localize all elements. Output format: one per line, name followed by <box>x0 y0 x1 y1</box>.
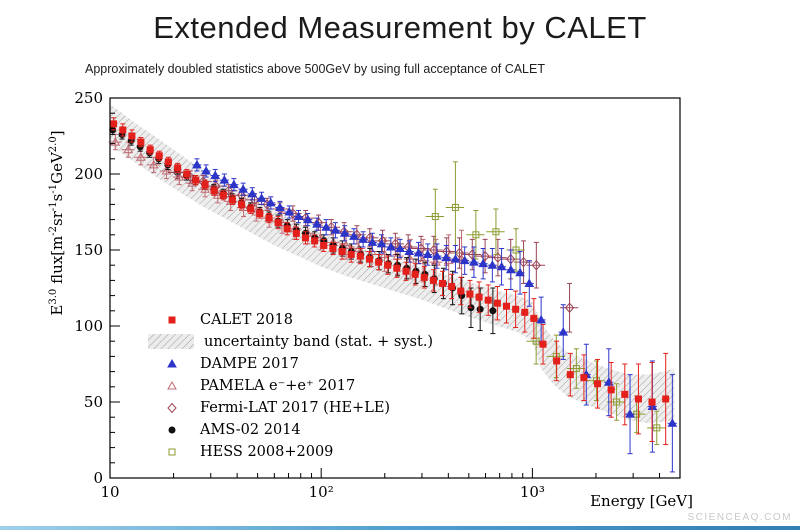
svg-text:100: 100 <box>74 317 103 335</box>
legend-label-hess-2008-2009: HESS 2008+2009 <box>200 444 333 460</box>
legend-label-dampe-2017: DAMPE 2017 <box>200 356 299 372</box>
legend-label-calet-2018: CALET 2018 <box>200 312 293 328</box>
series-calet-2018 <box>109 117 670 446</box>
flux-spectrum-chart: 10 10² 10³ Energy [GeV] 0 50 100 150 200 250 E3.0 … <box>0 78 800 528</box>
svg-text:10: 10 <box>100 483 119 501</box>
bottom-bar <box>0 526 800 530</box>
svg-text:10²: 10² <box>309 483 334 501</box>
x-axis: 10 10² 10³ Energy [GeV] <box>100 468 693 510</box>
svg-text:150: 150 <box>74 241 103 259</box>
legend-label-fermi-lat-2017-he-le: Fermi-LAT 2017 (HE+LE) <box>200 400 390 416</box>
legend: CALET 2018 uncertainty band (stat. + syst… <box>148 312 433 460</box>
svg-text:0: 0 <box>93 469 103 487</box>
page-title: Extended Measurement by CALET <box>153 10 647 45</box>
svg-text:10³: 10³ <box>520 483 545 501</box>
legend-label-pamela-e-e-2017: PAMELA e⁻+e⁺ 2017 <box>200 378 355 394</box>
svg-text:50: 50 <box>84 393 103 411</box>
legend-label-ams-02-2014: AMS-02 2014 <box>199 422 301 438</box>
legend-label-uncertainty-band: uncertainty band (stat. + syst.) <box>204 334 433 350</box>
uncertainty-band <box>110 104 675 424</box>
svg-text:200: 200 <box>74 165 103 183</box>
y-axis: 0 50 100 150 200 250 E3.0 flux[m-2sr-1s-1GeV2.… <box>48 89 120 487</box>
series-dampe-2017 <box>192 158 678 473</box>
flux-spectrum-plot: 10 10² 10³ Energy [GeV] 0 50 100 150 200 250 E3.0 … <box>48 89 693 510</box>
y-axis-label: E3.0 flux[m-2sr-1s-1GeV2.0] <box>48 130 66 315</box>
svg-text:250: 250 <box>74 89 103 107</box>
subtitle: Approximately doubled statistics above 5… <box>85 62 545 76</box>
legend-band-swatch <box>148 334 194 349</box>
x-axis-label: Energy [GeV] <box>590 492 693 510</box>
watermark: SCIENCEAQ.COM <box>687 512 792 523</box>
series-hess-2008-2009 <box>425 161 666 446</box>
plot-frame <box>109 97 681 479</box>
